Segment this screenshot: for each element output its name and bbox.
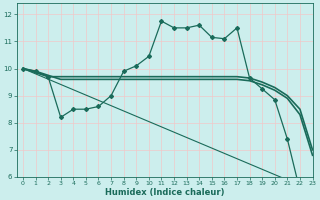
- X-axis label: Humidex (Indice chaleur): Humidex (Indice chaleur): [105, 188, 224, 197]
